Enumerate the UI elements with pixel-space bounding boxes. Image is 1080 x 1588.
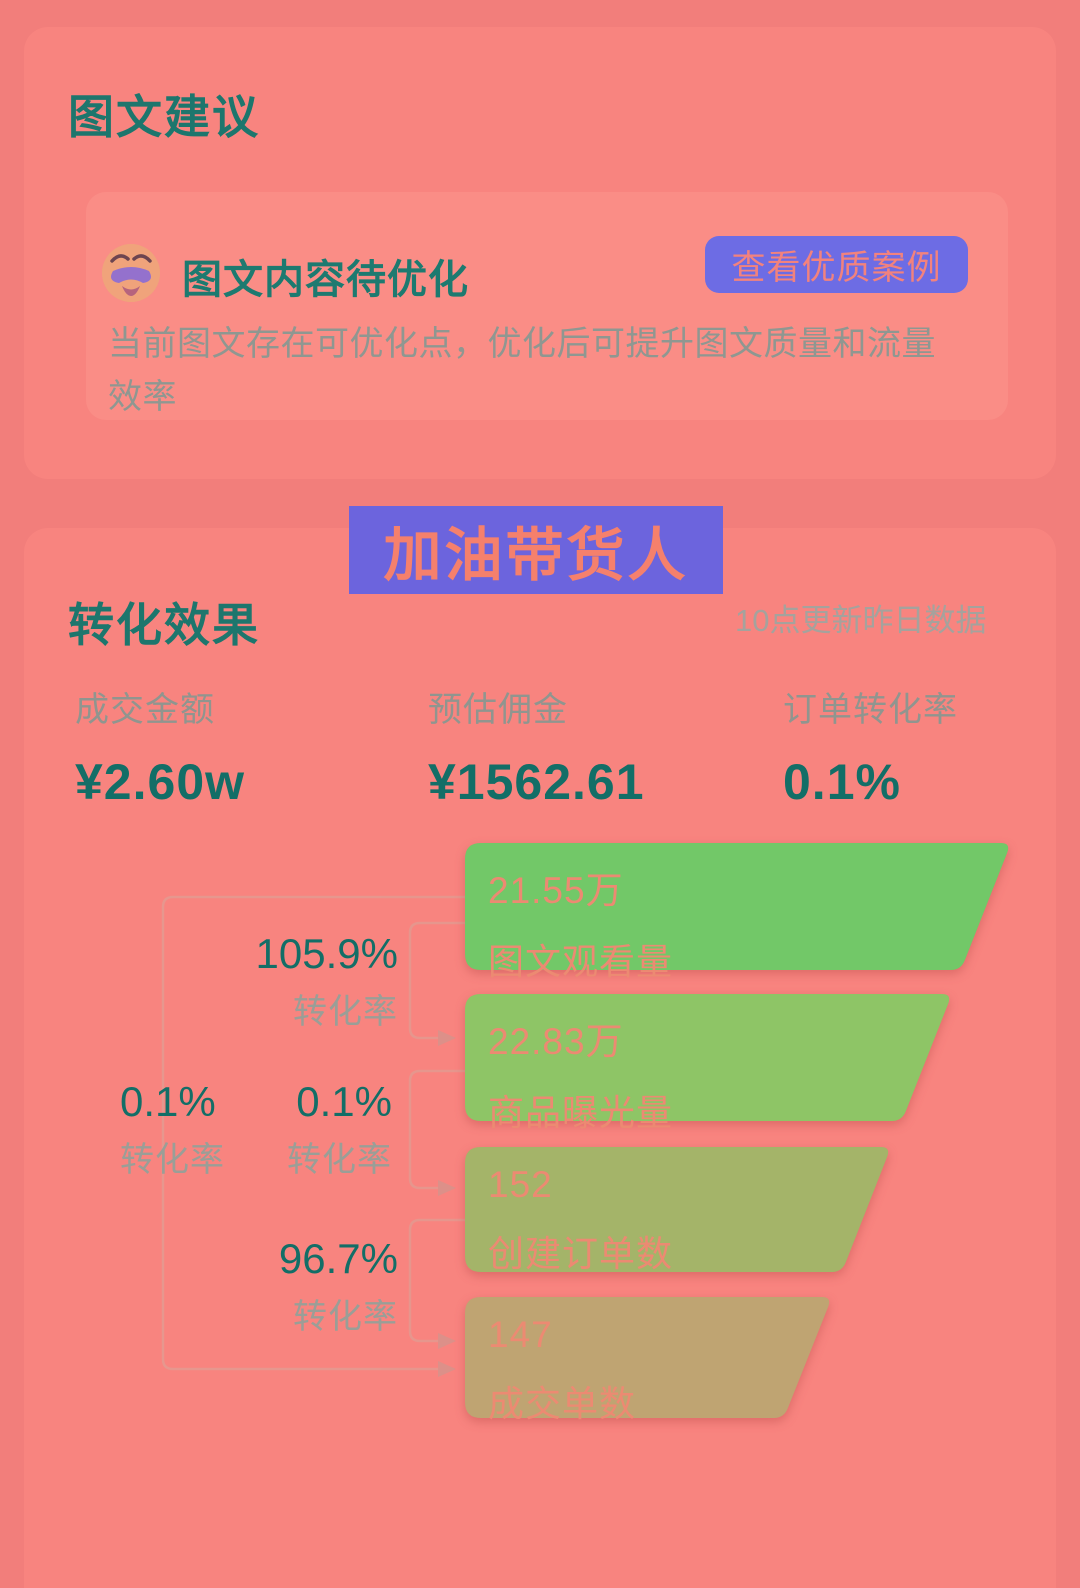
- metric-gmv: 成交金额 ¥2.60w: [75, 682, 245, 811]
- conversion-stage1-stage2-value: 105.9%: [255, 930, 398, 977]
- stage-orders-completed-label: 成交单数: [488, 1383, 637, 1424]
- funnel-stage-exposure: 22.83万 商品曝光量: [488, 1011, 673, 1136]
- funnel-stage-orders-created: 152 创建订单数: [488, 1164, 673, 1277]
- notice-description: 当前图文存在可优化点，优化后可提升图文质量和流量效率: [108, 325, 936, 416]
- view-quality-cases-button-label: 查看优质案例: [731, 249, 942, 287]
- metric-commission: 预估佣金 ¥1562.61: [428, 682, 645, 811]
- metric-order-conversion-value: 0.1%: [783, 754, 901, 810]
- stage-orders-completed-value: 147: [488, 1314, 553, 1355]
- conversion-stage2-stage3-label: 转化率: [287, 1141, 392, 1179]
- view-quality-cases-button[interactable]: 查看优质案例: [705, 236, 968, 293]
- stage-exposure-value: 22.83万: [488, 1021, 624, 1062]
- promo-banner-label: 加油带货人: [383, 523, 689, 588]
- stage-views-value: 21.55万: [488, 870, 624, 911]
- stage-views-label: 图文观看量: [488, 941, 674, 982]
- metric-order-conversion: 订单转化率 0.1%: [783, 682, 958, 811]
- suggestion-section-title: 图文建议: [68, 91, 260, 143]
- conversion-overall-label: 转化率: [120, 1141, 225, 1179]
- conversion-overall-value: 0.1%: [120, 1078, 216, 1125]
- crying-face-emoji-icon: [98, 238, 164, 304]
- metric-commission-label: 预估佣金: [428, 691, 568, 729]
- notice-title: 图文内容待优化: [182, 258, 469, 302]
- conversion-section-title: 转化效果: [68, 599, 260, 651]
- promo-banner[interactable]: 加油带货人: [349, 506, 723, 594]
- stage-orders-created-label: 创建订单数: [488, 1233, 674, 1274]
- conversion-stage3-stage4-label: 转化率: [293, 1298, 398, 1336]
- data-update-note: 10点更新昨日数据: [735, 603, 987, 638]
- optimization-notice-card: [86, 192, 1008, 420]
- metric-order-conversion-label: 订单转化率: [783, 691, 958, 729]
- conversion-stage1-stage2-label: 转化率: [293, 993, 398, 1031]
- conversion-stage1-stage2: 105.9% 转化率: [148, 930, 398, 1033]
- stage-orders-created-value: 152: [488, 1164, 553, 1205]
- metric-gmv-value: ¥2.60w: [75, 754, 246, 810]
- conversion-overall: 0.1% 转化率: [120, 1078, 240, 1181]
- stage-exposure-label: 商品曝光量: [488, 1092, 674, 1133]
- conversion-stage3-stage4: 96.7% 转化率: [228, 1235, 398, 1338]
- conversion-stage2-stage3: 0.1% 转化率: [240, 1078, 392, 1181]
- metric-commission-value: ¥1562.61: [428, 754, 645, 810]
- conversion-stage3-stage4-value: 96.7%: [278, 1235, 398, 1282]
- funnel-stage-orders-completed: 147 成交单数: [488, 1314, 636, 1427]
- conversion-stage2-stage3-value: 0.1%: [296, 1078, 392, 1125]
- metric-gmv-label: 成交金额: [75, 691, 215, 729]
- funnel-stage-views: 21.55万 图文观看量: [488, 860, 673, 985]
